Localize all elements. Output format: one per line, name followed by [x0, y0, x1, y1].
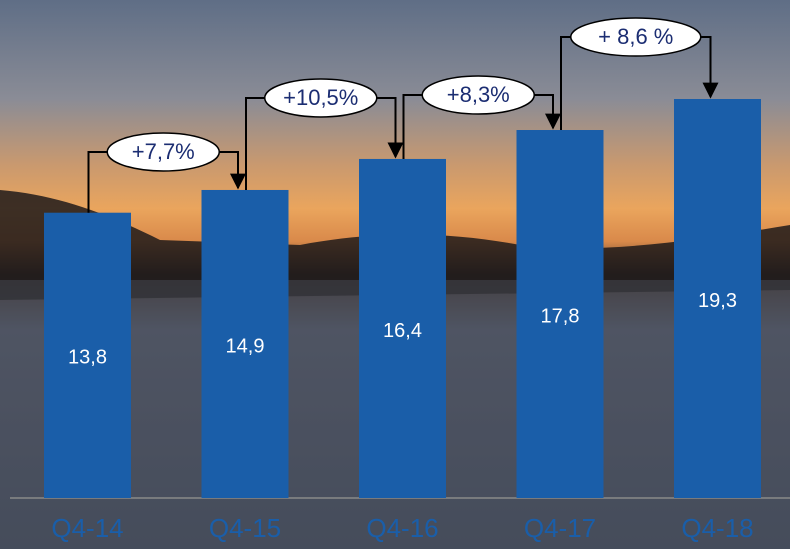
x-tick-label: Q4-16 — [366, 513, 438, 543]
growth-label: +10,5% — [283, 85, 358, 110]
x-tick-label: Q4-17 — [524, 513, 596, 543]
growth-bubble — [264, 78, 378, 118]
value-label: 17,8 — [541, 305, 580, 327]
growth-label: +7,7% — [132, 139, 195, 164]
value-label: 14,9 — [226, 335, 265, 357]
value-label: 16,4 — [383, 320, 422, 342]
x-tick-label: Q4-14 — [51, 513, 123, 543]
growth-bubble — [421, 75, 535, 115]
bar — [201, 189, 289, 498]
x-tick-label: Q4-18 — [681, 513, 753, 543]
bar — [516, 130, 604, 498]
bar — [359, 158, 446, 498]
x-tick-label: Q4-15 — [209, 513, 281, 543]
growth-label: + 8,6 % — [598, 24, 673, 49]
bar — [674, 99, 761, 498]
bar — [44, 212, 131, 499]
value-label: 19,3 — [698, 290, 737, 312]
growth-bubble — [570, 17, 702, 57]
growth-bubble — [106, 132, 220, 172]
growth-label: +8,3% — [447, 82, 510, 107]
value-label: 13,8 — [68, 347, 107, 369]
